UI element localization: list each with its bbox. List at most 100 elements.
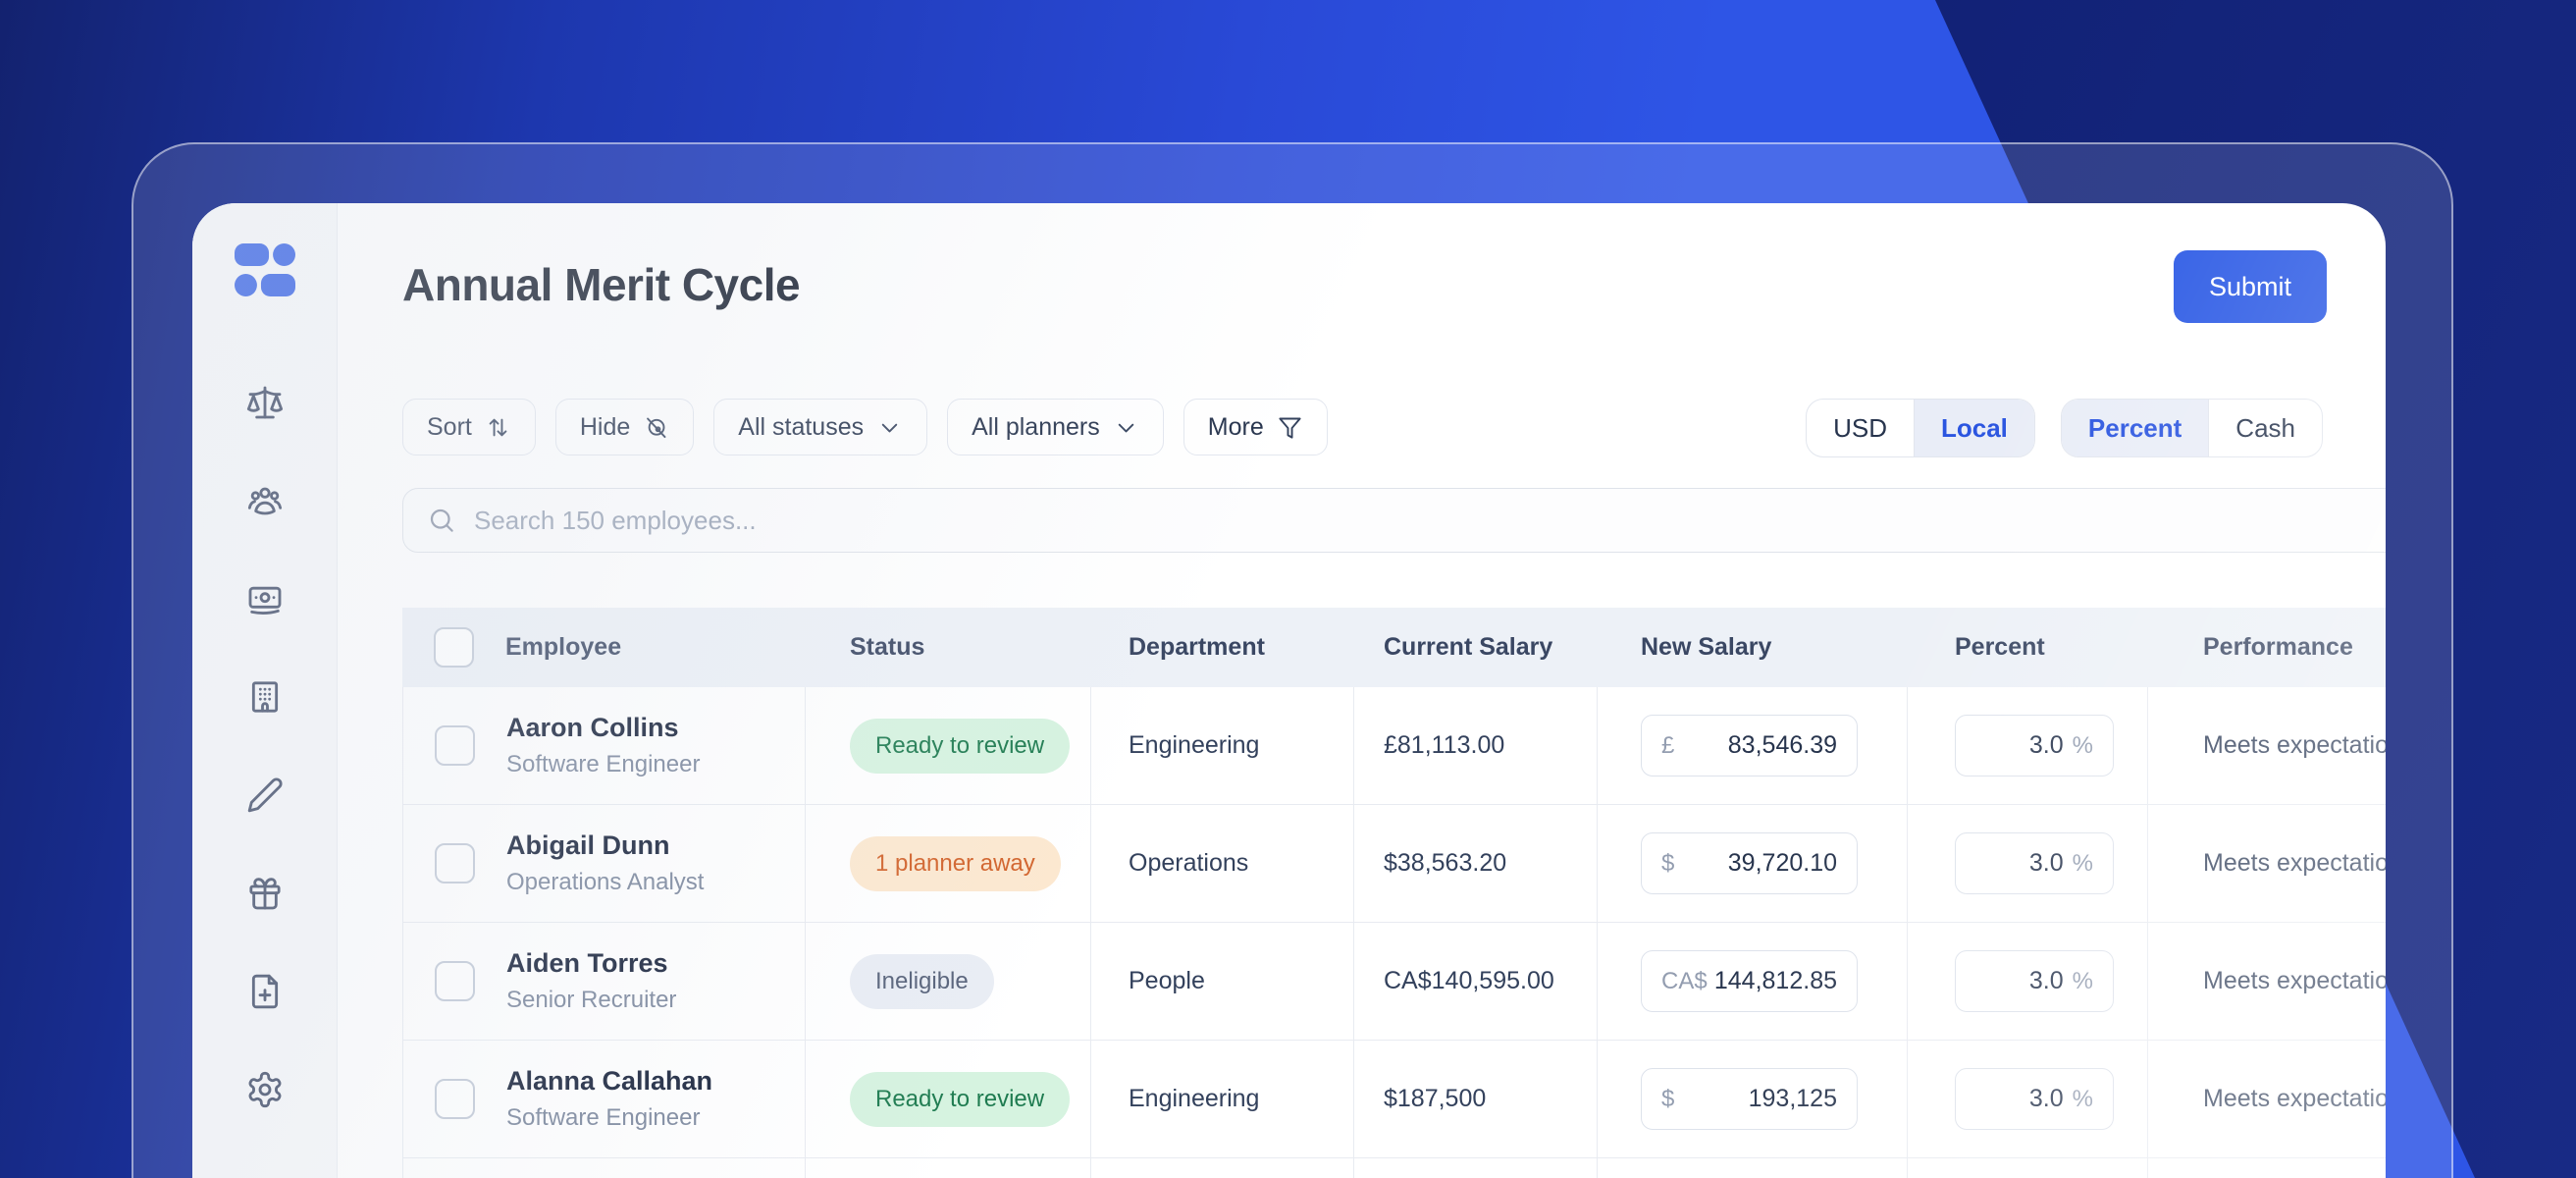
percent-value: 3.0 xyxy=(2028,731,2064,759)
column-header-employee: Employee xyxy=(505,633,622,661)
filter-label: All statuses xyxy=(738,412,865,441)
column-header-percent: Percent xyxy=(1955,633,2045,661)
department-cell: People xyxy=(1091,923,1354,1041)
new-salary-value: 193,125 xyxy=(1748,1085,1837,1112)
status-badge: Ready to review xyxy=(850,718,1071,774)
percent-suffix: % xyxy=(2072,967,2093,994)
new-salary-input[interactable]: £ 83,546.39 xyxy=(1641,715,1858,776)
status-badge: Ready to review xyxy=(850,1071,1071,1127)
performance-cell: Meets expectations xyxy=(2148,923,2386,1041)
app-window: Annual Merit Cycle Submit Sort Hide All st… xyxy=(192,203,2386,1178)
toggle-option-usd[interactable]: USD xyxy=(1807,400,1915,456)
performance-cell: Meets expectations xyxy=(2148,1041,2386,1158)
new-salary-value: 39,720.10 xyxy=(1727,849,1837,877)
percent-suffix: % xyxy=(2072,731,2093,759)
employee-name: Aiden Torres xyxy=(506,948,668,978)
column-header-status: Status xyxy=(850,633,925,661)
sidebar-item-pencil[interactable] xyxy=(192,746,337,844)
filter-label: All planners xyxy=(972,412,1100,441)
percent-suffix: % xyxy=(2072,849,2093,877)
toggle-option-cash[interactable]: Cash xyxy=(2235,412,2295,443)
filter-label: Sort xyxy=(427,412,472,441)
percent-value: 3.0 xyxy=(2028,967,2064,994)
percent-input[interactable]: 3.0 % xyxy=(1955,832,2114,894)
percent-input[interactable]: 3.0 % xyxy=(1955,1068,2114,1130)
currency-prefix: $ xyxy=(1661,849,1675,877)
column-header-performance: Performance xyxy=(2203,633,2353,661)
sort-arrows-icon xyxy=(489,418,507,436)
employee-name: Aaron Collins xyxy=(506,713,679,742)
performance-cell: Meets expectations xyxy=(2148,687,2386,805)
sidebar-item-gift[interactable] xyxy=(192,844,337,942)
filter-label: More xyxy=(1207,412,1264,441)
sidebar-item-building[interactable] xyxy=(192,648,337,746)
app-logo-grid[interactable] xyxy=(234,239,295,301)
sidebar-item-users[interactable] xyxy=(192,452,337,550)
status-badge: 1 planner away xyxy=(850,835,1061,891)
percent-suffix: % xyxy=(2072,1085,2093,1112)
filter-button-hide[interactable]: Hide xyxy=(554,399,695,455)
sidebar-item-scales[interactable] xyxy=(192,353,337,452)
building-icon xyxy=(251,681,278,713)
select-all-checkbox[interactable] xyxy=(434,627,474,668)
funnel-icon xyxy=(1279,417,1301,439)
column-header-department: Department xyxy=(1129,633,1265,661)
currency-prefix: $ xyxy=(1661,1085,1675,1112)
new-salary-value: 144,812.85 xyxy=(1713,967,1837,994)
display-toggle: Percent Cash xyxy=(2060,399,2323,457)
sidebar-item-banknote[interactable] xyxy=(192,550,337,648)
toggle-option-local[interactable]: Local xyxy=(1914,400,2034,456)
submit-button[interactable]: Submit xyxy=(2173,250,2327,323)
table-row: Abigail Dunn Operations Analyst 1 planne… xyxy=(402,805,2386,923)
column-header-new-salary: New Salary xyxy=(1641,633,1772,661)
employee-job-title: Software Engineer xyxy=(506,751,701,777)
table-row: Aiden Torres Senior Recruiter Ineligible… xyxy=(402,923,2386,1041)
employee-name: Abigail Dunn xyxy=(506,830,670,860)
employee-job-title: Operations Analyst xyxy=(506,869,705,895)
percent-value: 3.0 xyxy=(2028,1085,2064,1112)
current-salary-cell: CA$140,595.00 xyxy=(1354,923,1598,1041)
percent-input[interactable]: 3.0 % xyxy=(1955,950,2114,1012)
page-title: Annual Merit Cycle xyxy=(402,259,801,310)
table-row xyxy=(402,1158,2386,1178)
percent-input[interactable]: 3.0 % xyxy=(1955,715,2114,776)
chevron-down-icon xyxy=(1118,423,1133,432)
toggle-toolbar: USD Local Percent Cash xyxy=(1806,399,2323,457)
filter-button-all-statuses[interactable]: All statuses xyxy=(713,399,928,455)
sidebar xyxy=(192,203,338,1178)
employee-job-title: Senior Recruiter xyxy=(506,987,677,1013)
search-icon xyxy=(430,509,453,532)
row-checkbox[interactable] xyxy=(435,725,475,766)
search-bar xyxy=(402,488,2386,553)
table-header: Employee Status Department Current Salar… xyxy=(402,608,2386,687)
banknote-icon xyxy=(248,586,281,615)
search-input[interactable] xyxy=(472,504,2386,537)
department-cell: Engineering xyxy=(1091,1041,1354,1158)
gift-icon xyxy=(248,878,281,910)
status-badge: Ineligible xyxy=(850,953,994,1009)
filter-button-all-planners[interactable]: All planners xyxy=(947,399,1164,455)
new-salary-input[interactable]: $ 39,720.10 xyxy=(1641,832,1858,894)
department-cell: Engineering xyxy=(1091,687,1354,805)
sidebar-item-file-plus[interactable] xyxy=(192,942,337,1041)
filter-button-more[interactable]: More xyxy=(1183,399,1328,455)
eye-off-icon xyxy=(647,417,666,438)
currency-prefix: CA$ xyxy=(1661,967,1708,994)
settings-icon xyxy=(248,1071,281,1108)
filter-button-sort[interactable]: Sort xyxy=(402,399,536,455)
row-checkbox[interactable] xyxy=(435,843,475,884)
new-salary-input[interactable]: $ 193,125 xyxy=(1641,1068,1858,1130)
percent-value: 3.0 xyxy=(2028,849,2064,877)
sidebar-item-settings[interactable] xyxy=(192,1041,337,1139)
table-row: Alanna Callahan Software Engineer Ready … xyxy=(402,1041,2386,1158)
pencil-icon xyxy=(247,777,283,813)
new-salary-input[interactable]: CA$ 144,812.85 xyxy=(1641,950,1858,1012)
new-salary-value: 83,546.39 xyxy=(1727,731,1837,759)
employee-table: Employee Status Department Current Salar… xyxy=(402,608,2386,1178)
employee-job-title: Software Engineer xyxy=(506,1104,701,1131)
toggle-option-percent[interactable]: Percent xyxy=(2061,400,2210,456)
row-checkbox[interactable] xyxy=(435,1079,475,1119)
table-row: Aaron Collins Software Engineer Ready to… xyxy=(402,687,2386,805)
row-checkbox[interactable] xyxy=(435,961,475,1001)
